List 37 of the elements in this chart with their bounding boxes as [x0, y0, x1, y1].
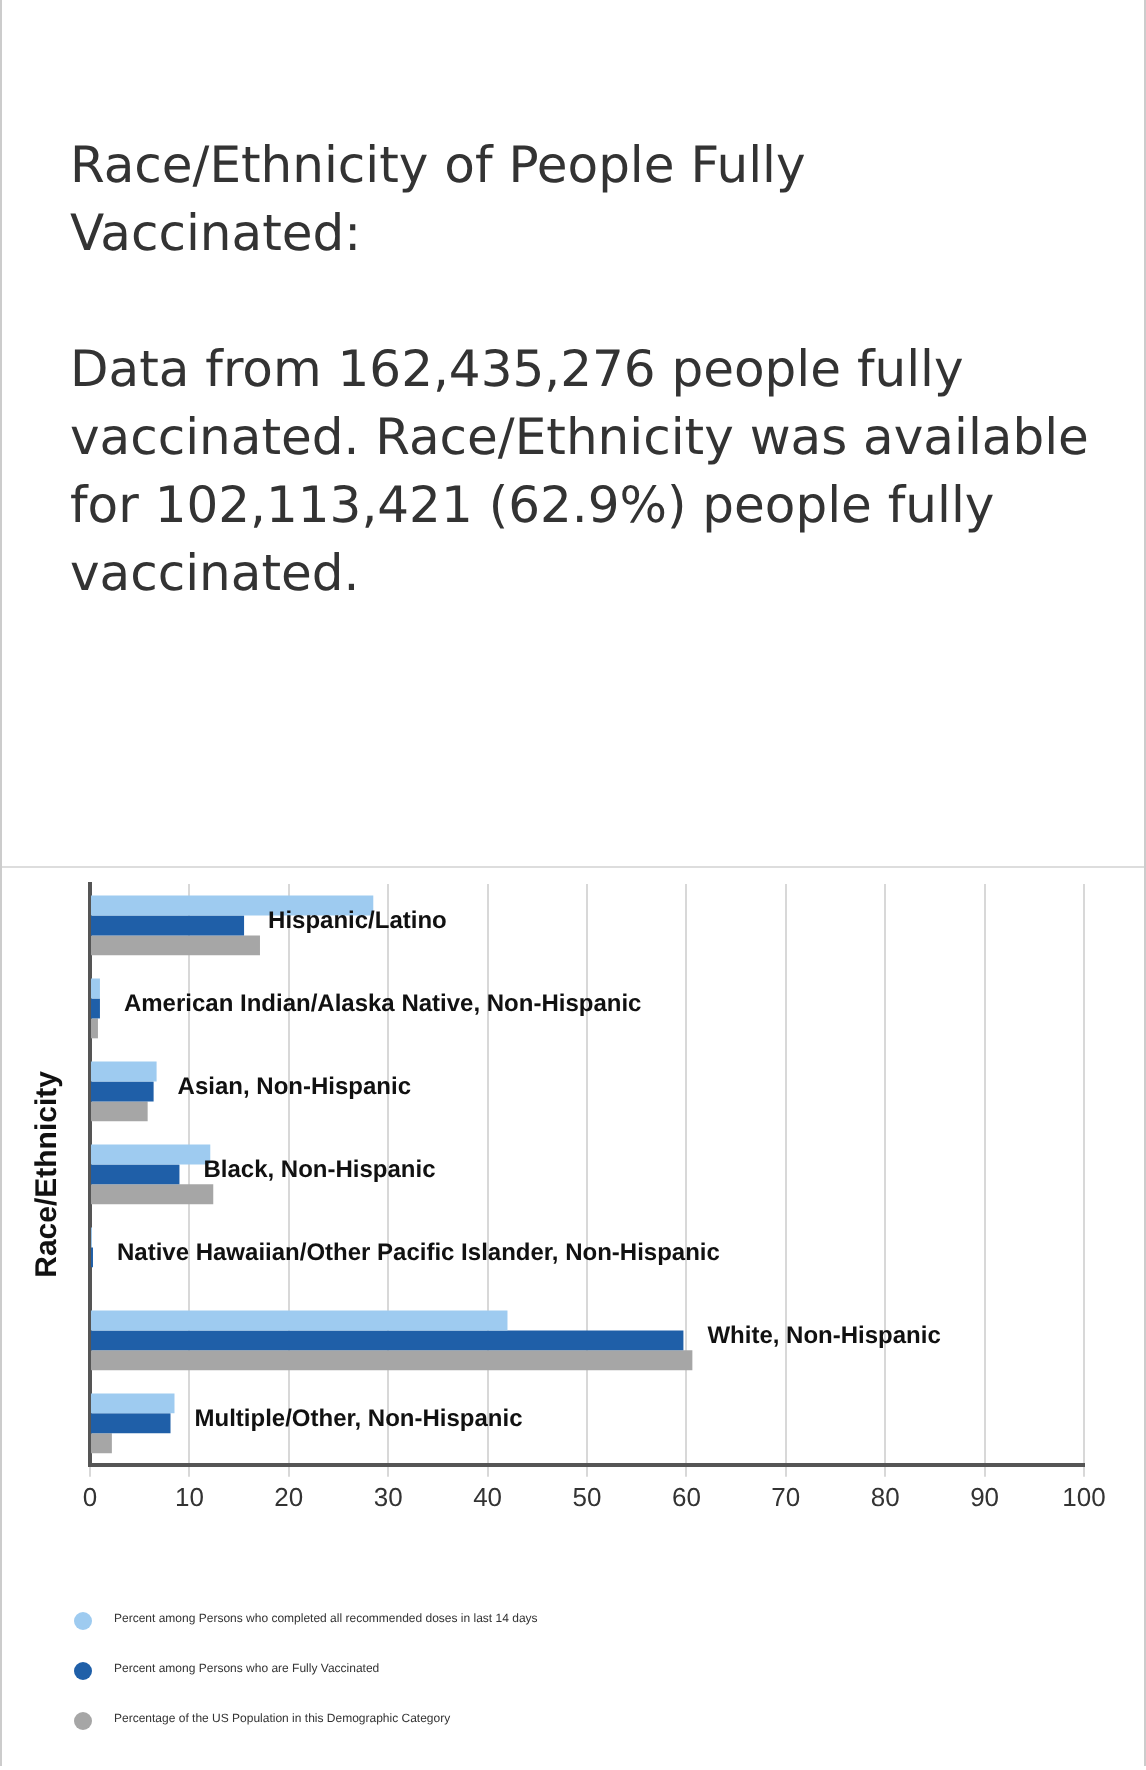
x-tick-label: 60: [671, 1481, 701, 1512]
x-tick-label: 50: [572, 1481, 602, 1512]
bar: [91, 1081, 154, 1102]
bar: [91, 1061, 157, 1082]
y-tick-label: White, Non-Hispanic: [707, 1320, 942, 1349]
bar: [91, 998, 100, 1019]
x-tick-label: 70: [771, 1481, 801, 1512]
bar: [91, 978, 100, 999]
y-tick-label: Multiple/Other, Non-Hispanic: [194, 1403, 524, 1432]
chart-title: Race/Ethnicity of People Fully Vaccinated:: [70, 134, 808, 266]
y-tick-label: Native Hawaiian/Other Pacific Islander, Non-Hispanic: [116, 1238, 721, 1266]
bar: [91, 915, 245, 936]
y-tick-label: American Indian/Alaska Native, Non-Hispanic: [123, 989, 643, 1018]
bar: [91, 1101, 148, 1122]
bar: [91, 1413, 171, 1434]
y-tick-label: Hispanic/Latino: [268, 906, 447, 935]
y-axis-title: Race/Ethnicity: [30, 1069, 65, 1278]
x-tick-label: 0: [82, 1481, 98, 1512]
bar: [91, 1310, 508, 1331]
bar: [91, 1184, 214, 1205]
bar: [91, 1393, 175, 1414]
bar: [91, 1018, 98, 1039]
x-tick-label: 90: [970, 1481, 1000, 1512]
y-tick-label: Black, Non-Hispanic: [203, 1155, 437, 1184]
bar: [91, 1350, 693, 1371]
x-tick-label: 30: [373, 1481, 403, 1512]
bar: [91, 1433, 112, 1454]
chart-subtitle: Data from 162,435,276 people fully vaccinated. Race/Ethnicity was available for 102,113,421 (62.9%) people fully vaccinated.: [70, 338, 1091, 606]
bar: [91, 935, 260, 956]
x-tick-label: 80: [870, 1481, 900, 1512]
bar: [91, 1164, 180, 1185]
x-tick-label: 100: [1062, 1481, 1106, 1512]
x-tick-label: 40: [473, 1481, 503, 1512]
bar: [91, 1330, 684, 1351]
y-tick-label: Asian, Non-Hispanic: [177, 1072, 412, 1101]
x-tick-label: 10: [174, 1481, 204, 1512]
x-tick-label: 20: [274, 1481, 304, 1512]
